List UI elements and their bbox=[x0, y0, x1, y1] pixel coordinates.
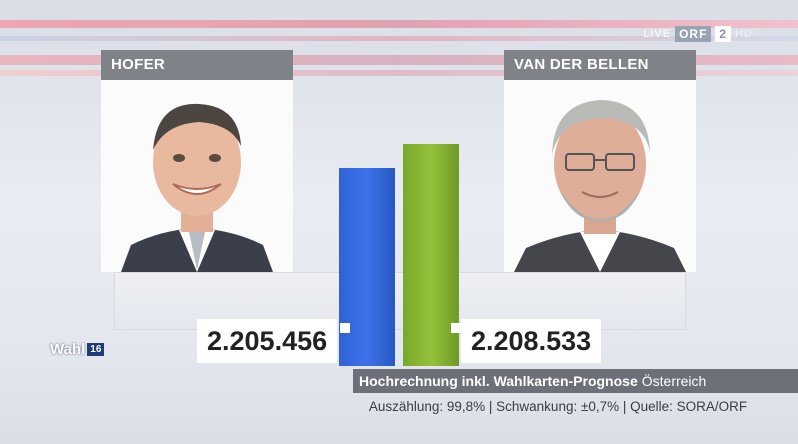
channel-number: 2 bbox=[715, 26, 732, 42]
candidate-portrait bbox=[504, 80, 696, 272]
program-logo-year: 16 bbox=[87, 343, 105, 356]
caption-region: Österreich bbox=[641, 373, 707, 389]
source-line: Auszählung: 99,8% | Schwankung: ±0,7% | … bbox=[368, 399, 748, 414]
bar-hofer bbox=[339, 167, 395, 366]
live-label: LIVE bbox=[643, 28, 672, 40]
value-pointer bbox=[451, 323, 461, 333]
orf-label: ORF bbox=[675, 26, 712, 42]
background-stripe bbox=[0, 36, 798, 41]
caption-title: Hochrechnung inkl. Wahlkarten-Prognose bbox=[359, 373, 638, 389]
candidate-name: HOFER bbox=[101, 50, 293, 80]
candidate-card-hofer: HOFER bbox=[101, 50, 293, 272]
program-logo: Wahl 16 bbox=[50, 341, 105, 358]
background-stripe bbox=[0, 55, 798, 65]
bar-van-der-bellen bbox=[403, 144, 459, 366]
channel-logo: LIVE ORF 2 HD bbox=[643, 25, 753, 43]
hd-label: HD bbox=[735, 28, 753, 40]
value-pointer bbox=[340, 323, 350, 333]
candidate-card-van-der-bellen: VAN DER BELLEN bbox=[504, 50, 696, 272]
candidate-name: VAN DER BELLEN bbox=[504, 50, 696, 80]
votes-hofer: 2.205.456 bbox=[197, 319, 338, 363]
votes-van-der-bellen: 2.208.533 bbox=[461, 319, 602, 363]
program-logo-word: Wahl bbox=[50, 341, 86, 358]
background-stripe bbox=[0, 70, 798, 76]
background-stripe bbox=[0, 20, 798, 28]
projection-caption: Hochrechnung inkl. Wahlkarten-Prognose Ös… bbox=[353, 369, 798, 393]
candidate-portrait bbox=[101, 80, 293, 272]
